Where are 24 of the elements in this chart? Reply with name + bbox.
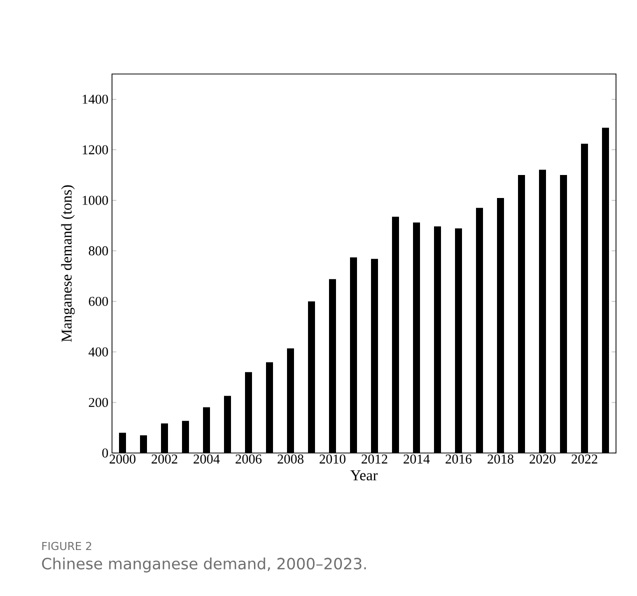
x-tick-label: 2014 (404, 454, 430, 464)
x-tick-label: 2016 (446, 454, 472, 464)
x-tick-label: 2006 (236, 454, 262, 464)
x-tick-label: 2000 (110, 454, 136, 464)
y-tick-label: 0 (102, 448, 108, 458)
x-tick-label: 2012 (362, 454, 388, 464)
y-tick-label: 1000 (82, 196, 108, 205)
x-tick-label: 2010 (320, 454, 346, 464)
text: Chinese manganese demand, 2000–2023. (42, 558, 366, 572)
x-tick-label: 2008 (278, 454, 304, 464)
y-tick-label: 1200 (82, 145, 108, 154)
y-tick-label: 800 (88, 246, 108, 256)
x-tick-label: 2020 (530, 454, 556, 464)
x-tick-label: 2018 (488, 454, 514, 464)
x-tick-label: 2022 (572, 454, 598, 464)
caption: FIGURE 2 (42, 542, 92, 550)
y-axis-title: Manganese demand (tons) (61, 185, 75, 342)
y-tick-label: 600 (88, 296, 108, 306)
y-tick-label: 200 (88, 398, 108, 407)
x-tick-label: 2004 (194, 454, 220, 464)
y-tick-label: 1400 (82, 94, 108, 104)
x-tick-label: 2002 (152, 454, 178, 464)
x-axis-title: Year (350, 470, 378, 480)
y-tick-label: 400 (88, 347, 108, 356)
